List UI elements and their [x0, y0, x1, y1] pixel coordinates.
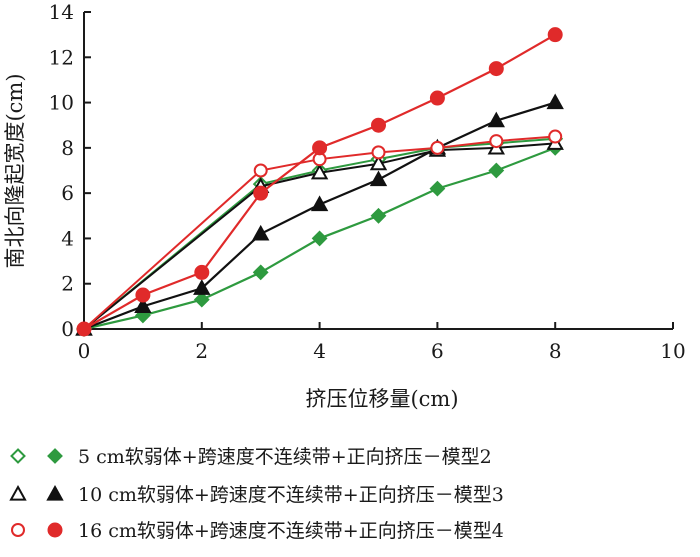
- data-point-filled: [311, 230, 328, 247]
- data-point-filled: [487, 111, 505, 128]
- data-point-filled: [134, 297, 152, 313]
- legend-item: 10 cm软弱体+跨速度不连续带+正向挤压－模型3: [9, 484, 504, 506]
- legend: 5 cm软弱体+跨速度不连续带+正向挤压－模型2 10 cm软弱体+跨速度不连续带…: [9, 446, 504, 542]
- data-point-filled: [488, 162, 505, 179]
- y-tick-label: 14: [49, 0, 74, 24]
- series-circle: [76, 27, 563, 337]
- series-layer: [75, 27, 564, 337]
- x-tick-label: 0: [78, 339, 91, 363]
- axes-layer: 0 2 4 6 8 10 0 2 4 6 8 10 12 14: [49, 0, 686, 363]
- data-point-open: [548, 129, 563, 144]
- legend-item: 5 cm软弱体+跨速度不连续带+正向挤压－模型2: [10, 446, 492, 468]
- legend-marker-filled: [47, 448, 63, 464]
- legend-marker-open: [10, 448, 26, 464]
- legend-label: 10 cm软弱体+跨速度不连续带+正向挤压－模型3: [78, 484, 504, 506]
- y-tick-label: 6: [61, 181, 74, 205]
- data-point-filled: [193, 279, 211, 295]
- data-point-open: [369, 154, 388, 171]
- legend-label: 16 cm软弱体+跨速度不连续带+正向挤压－模型4: [78, 520, 504, 542]
- data-point-filled: [429, 180, 446, 197]
- data-point-filled: [193, 291, 210, 308]
- x-tick-label: 2: [195, 339, 208, 363]
- data-point-filled: [546, 93, 564, 110]
- data-point-filled: [488, 61, 504, 77]
- legend-marker-open: [11, 523, 25, 537]
- x-tick-label: 8: [549, 339, 562, 363]
- y-tick-label: 8: [61, 136, 74, 160]
- series-line-filled: [83, 101, 556, 331]
- legend-label: 5 cm软弱体+跨速度不连续带+正向挤压－模型2: [78, 446, 492, 468]
- y-tick-label: 10: [49, 91, 74, 115]
- data-point-open: [489, 134, 504, 149]
- data-point-filled: [76, 321, 92, 337]
- data-point-filled: [429, 90, 445, 106]
- series-line-filled: [83, 33, 556, 330]
- data-point-open: [371, 145, 386, 160]
- data-point-filled: [312, 140, 328, 156]
- x-axis-title: 挤压位移量(cm): [305, 387, 458, 411]
- data-point-filled: [253, 185, 269, 201]
- data-point-filled: [369, 170, 388, 187]
- x-tick-label: 4: [313, 339, 326, 363]
- y-tick-label: 0: [61, 317, 74, 341]
- data-point-open: [310, 163, 329, 180]
- data-point-filled: [194, 264, 210, 280]
- x-tick-label: 6: [431, 339, 444, 363]
- data-point-filled: [310, 195, 329, 212]
- series-triangle: [75, 93, 564, 336]
- legend-marker-filled: [46, 484, 64, 501]
- y-tick-label: 2: [61, 272, 74, 296]
- data-point-filled: [371, 117, 386, 133]
- x-tick-label: 10: [660, 339, 685, 363]
- y-tick-label: 12: [49, 45, 74, 69]
- data-point-filled: [370, 207, 387, 224]
- y-axis-title: 南北向隆起宽度(cm): [3, 73, 27, 268]
- legend-marker-filled: [47, 522, 63, 538]
- data-point-filled: [135, 287, 151, 303]
- y-tick-label: 4: [61, 226, 74, 250]
- legend-marker-open: [9, 484, 27, 501]
- data-point-filled: [252, 224, 270, 241]
- data-point-filled: [547, 27, 563, 43]
- data-point-filled: [252, 264, 269, 281]
- data-point-open: [430, 140, 445, 155]
- legend-item: 16 cm软弱体+跨速度不连续带+正向挤压－模型4: [11, 520, 504, 542]
- data-point-open: [253, 163, 268, 178]
